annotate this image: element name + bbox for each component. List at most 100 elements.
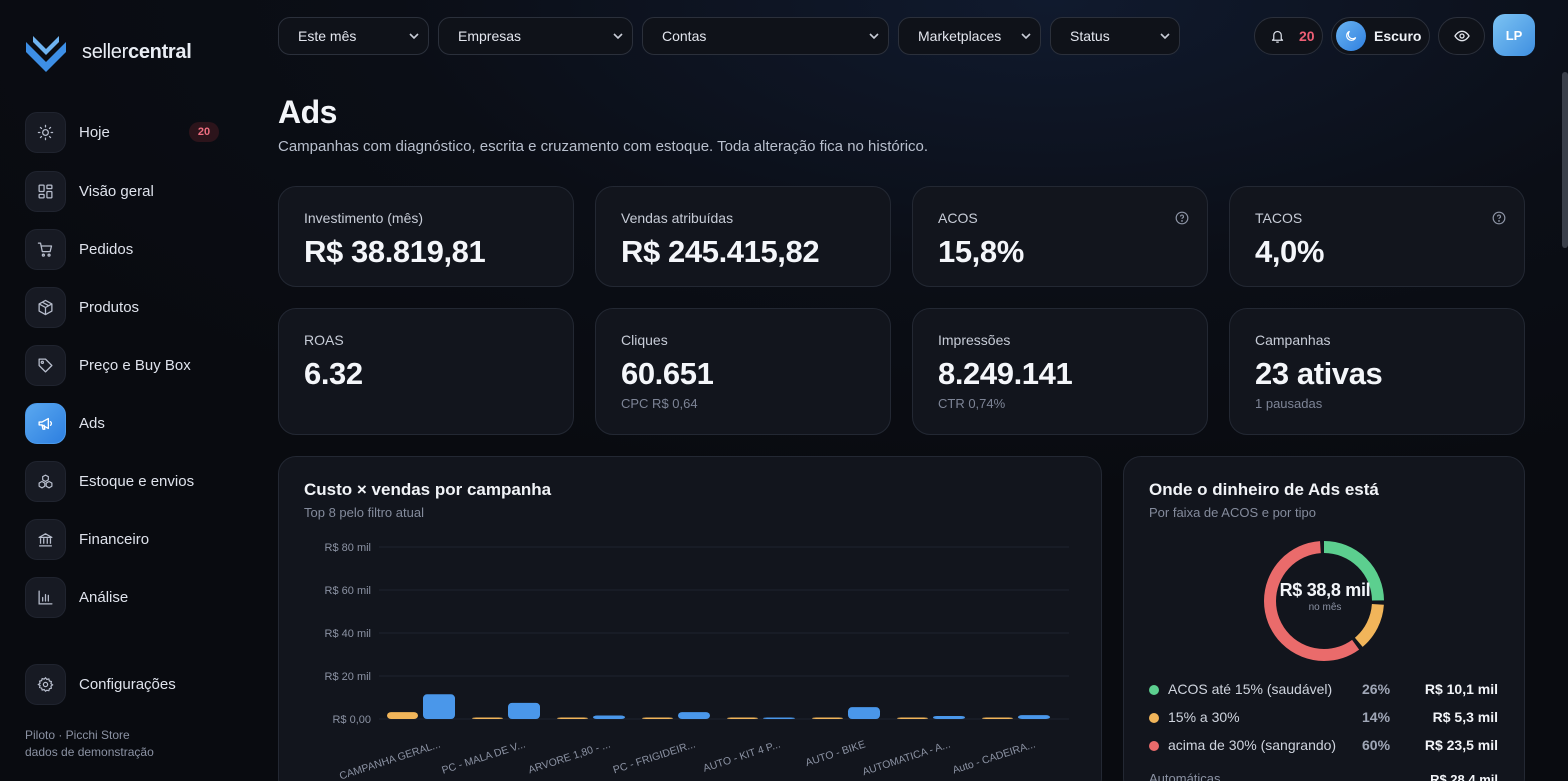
chevron-down-icon xyxy=(1160,33,1170,40)
y-tick-label: R$ 80 mil xyxy=(325,542,371,554)
x-tick-label: AUTO - BIKE xyxy=(804,738,867,769)
kpi-label: Campanhas xyxy=(1255,332,1331,348)
notification-badge: 20 xyxy=(189,122,219,142)
store-name: Piloto · Picchi Store xyxy=(25,728,130,742)
kpi-subtext: CPC R$ 0,64 xyxy=(621,396,698,411)
sidebar-item-ads[interactable]: Ads xyxy=(25,402,225,444)
marketplaces-select-value: Marketplaces xyxy=(918,28,1002,44)
sidebar-item-configuracoes[interactable]: Configurações xyxy=(25,663,225,705)
kpi-subtext: 1 pausadas xyxy=(1255,396,1323,411)
status-select[interactable]: Status xyxy=(1050,17,1180,55)
chevron-down-icon xyxy=(869,33,879,40)
bar xyxy=(423,694,455,719)
sidebar-item-financeiro[interactable]: Financeiro xyxy=(25,518,225,560)
bar xyxy=(387,712,418,719)
logo[interactable]: sellercentral xyxy=(24,32,192,72)
legend-percent: 14% xyxy=(1362,709,1391,725)
help-icon[interactable] xyxy=(1492,211,1506,225)
kpi-value: 4,0% xyxy=(1255,234,1325,269)
sidebar-item-visao-geral[interactable]: Visão geral xyxy=(25,170,225,212)
legend-row: 15% a 30% 14% R$ 5,3 mil xyxy=(1149,708,1501,728)
period-select[interactable]: Este mês xyxy=(278,17,429,55)
y-tick-label: R$ 60 mil xyxy=(325,585,371,597)
x-tick-label: Auto - CADEIRA... xyxy=(951,738,1037,776)
page-title: Ads xyxy=(278,94,337,130)
sidebar-item-estoque-envios[interactable]: Estoque e envios xyxy=(25,460,225,502)
sidebar-item-preco-buy-box[interactable]: Preço e Buy Box xyxy=(25,344,225,386)
kpi-value: R$ 245.415,82 xyxy=(621,234,820,269)
panel-subtitle: Por faixa de ACOS e por tipo xyxy=(1149,505,1316,520)
notifications-button[interactable]: 20 xyxy=(1254,17,1323,55)
sidebar-item-pedidos[interactable]: Pedidos xyxy=(25,228,225,270)
avatar[interactable]: LP xyxy=(1493,14,1535,56)
type-label: Automáticas xyxy=(1149,771,1221,781)
legend-dot xyxy=(1149,685,1159,695)
legend-amount: R$ 5,3 mil xyxy=(1432,709,1498,725)
kpi-label: Cliques xyxy=(621,332,668,348)
sidebar-item-label: Produtos xyxy=(79,298,140,316)
acos-donut-chart xyxy=(1264,541,1384,661)
privacy-toggle-button[interactable] xyxy=(1438,17,1485,55)
x-tick-label: ARVORE 1,80 - ... xyxy=(527,738,612,776)
legend-percent: 26% xyxy=(1362,681,1391,697)
donut-slice xyxy=(1264,541,1384,661)
y-tick-label: R$ 40 mil xyxy=(325,628,371,640)
cost-sales-chart-panel: Custo × vendas por campanha Top 8 pelo f… xyxy=(278,456,1102,781)
legend-row: acima de 30% (sangrando) 60% R$ 23,5 mil xyxy=(1149,736,1501,756)
logo-mark-icon xyxy=(26,36,66,72)
theme-toggle[interactable]: Escuro xyxy=(1331,17,1430,55)
sidebar-item-label: Pedidos xyxy=(79,240,134,258)
accounts-select[interactable]: Contas xyxy=(642,17,889,55)
y-tick-label: R$ 20 mil xyxy=(325,671,371,683)
bar xyxy=(763,717,795,719)
bar xyxy=(812,717,843,719)
eye-icon xyxy=(1453,30,1470,42)
cost-sales-bar-chart: R$ 0,00 R$ 20 mil R$ 40 mil R$ 60 mil R$ 80 … xyxy=(325,542,1069,781)
sidebar-item-label: Hoje xyxy=(79,123,110,141)
bar xyxy=(1018,715,1050,719)
chevron-down-icon xyxy=(613,33,623,40)
ads-allocation-panel: Onde o dinheiro de Ads está Por faixa de… xyxy=(1123,456,1525,781)
sidebar-item-label: Financeiro xyxy=(79,530,150,548)
help-icon[interactable] xyxy=(1175,211,1189,225)
theme-label: Escuro xyxy=(1374,28,1422,44)
bell-icon xyxy=(1271,30,1284,43)
panel-title: Onde o dinheiro de Ads está xyxy=(1149,480,1379,499)
bar xyxy=(982,717,1013,719)
donut-slice xyxy=(1264,541,1384,661)
kpi-value: 6.32 xyxy=(304,356,363,391)
legend-amount: R$ 10,1 mil xyxy=(1424,681,1498,697)
donut-center-label: no mês xyxy=(1308,602,1342,613)
notifications-count: 20 xyxy=(1299,28,1315,44)
kpi-card-roas: ROAS 6.32 xyxy=(278,308,574,435)
kpi-subtext: CTR 0,74% xyxy=(938,396,1006,411)
x-tick-label: AUTO - KIT 4 P... xyxy=(702,738,782,774)
page-subtitle: Campanhas com diagnóstico, escrita e cru… xyxy=(278,138,929,155)
bar xyxy=(897,717,928,719)
sidebar-item-label: Preço e Buy Box xyxy=(79,356,191,374)
gear-icon xyxy=(25,663,66,705)
legend-label: acima de 30% (sangrando) xyxy=(1168,737,1337,753)
page-scrollbar[interactable] xyxy=(1562,72,1568,248)
donut-center: R$ 38,8 mil no mês xyxy=(1265,580,1385,613)
kpi-label: ROAS xyxy=(304,332,344,348)
legend-row: ACOS até 15% (saudável) 26% R$ 10,1 mil xyxy=(1149,680,1501,700)
x-tick-label: CAMPANHA GERAL... xyxy=(338,738,442,781)
box-icon xyxy=(25,286,66,328)
x-tick-label: AUTOMATICA - A... xyxy=(861,738,952,778)
legend-amount: R$ 23,5 mil xyxy=(1424,737,1498,753)
sidebar-item-hoje[interactable]: Hoje 20 xyxy=(25,111,225,153)
kpi-value: 60.651 xyxy=(621,356,714,391)
status-select-value: Status xyxy=(1070,28,1110,44)
bank-icon xyxy=(25,518,66,560)
accounts-select-value: Contas xyxy=(662,28,707,44)
sidebar-item-produtos[interactable]: Produtos xyxy=(25,286,225,328)
bar xyxy=(508,702,540,719)
kpi-label: Vendas atribuídas xyxy=(621,210,734,226)
marketplaces-select[interactable]: Marketplaces xyxy=(898,17,1041,55)
tag-icon xyxy=(25,344,66,386)
bar xyxy=(848,707,880,719)
sidebar-item-analise[interactable]: Análise xyxy=(25,576,225,618)
grid-icon xyxy=(25,170,66,212)
companies-select[interactable]: Empresas xyxy=(438,17,633,55)
